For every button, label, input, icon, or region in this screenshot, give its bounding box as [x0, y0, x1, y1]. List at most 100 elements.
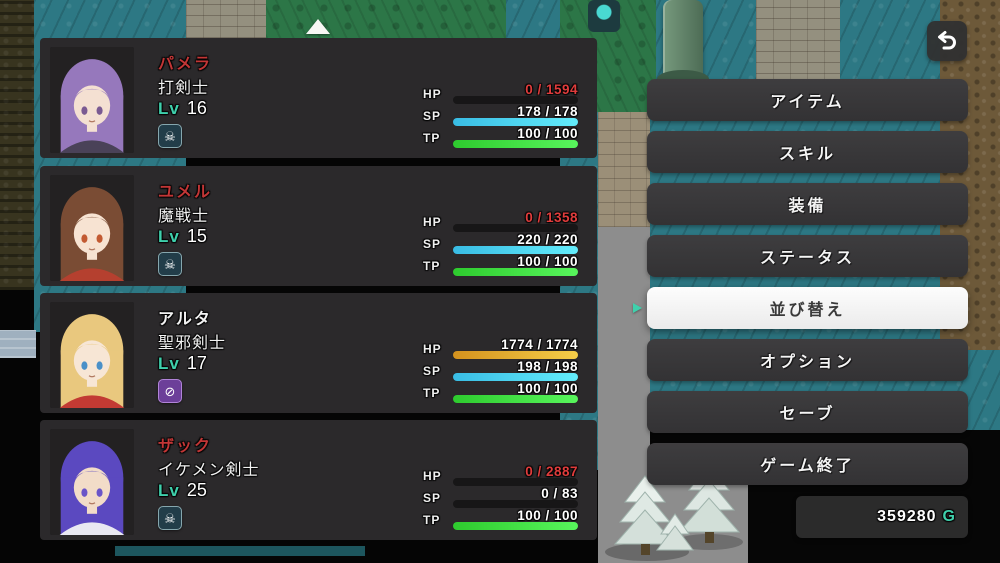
sp-gauge-fill [453, 246, 578, 254]
tp-label: TP [423, 259, 441, 273]
level-value: 15 [186, 226, 207, 246]
map-brick-top [186, 0, 266, 38]
hp-label: HP [423, 469, 442, 483]
hp-gauge [453, 351, 578, 359]
tp-value: 100 / 100 [517, 126, 578, 141]
sp-gauge [453, 500, 578, 508]
sp-value: 198 / 198 [517, 359, 578, 374]
gold-unit: G [942, 508, 955, 525]
hp-value: 0 / 1594 [525, 82, 578, 97]
level-label: Lv [158, 227, 180, 246]
status-effect-icon: ☠ [158, 506, 182, 530]
tp-gauge [453, 522, 578, 530]
character-portrait [50, 175, 134, 281]
sp-gauge [453, 246, 578, 254]
party-member-card[interactable]: ユメル 魔戦士 Lv 15 ☠ HP 0 / 1358 SP 220 / 220 … [40, 166, 597, 286]
hp-value: 0 / 1358 [525, 210, 578, 225]
tp-value: 100 / 100 [517, 254, 578, 269]
tp-value: 100 / 100 [517, 508, 578, 523]
menu-item-label: オプション [759, 354, 855, 371]
hp-gauge-fill [453, 351, 578, 359]
character-class: 打剣士 [158, 80, 210, 97]
return-arrow-icon [938, 31, 956, 50]
tp-gauge [453, 395, 578, 403]
tp-gauge [453, 268, 578, 276]
menu-item-skills[interactable]: スキル [647, 131, 968, 173]
hp-gauge [453, 478, 578, 486]
sp-label: SP [423, 491, 442, 505]
map-marker-icon [306, 19, 330, 34]
level-value: 17 [186, 353, 207, 373]
party-member-card[interactable]: アルタ 聖邪剣士 Lv 17 ⊘ HP 1774 / 1774 SP 198 / … [40, 293, 597, 413]
map-fountain [588, 0, 620, 32]
back-button[interactable] [927, 21, 967, 61]
character-portrait [50, 47, 134, 153]
character-name: ザック [158, 438, 213, 455]
menu-item-label: 並び替え [769, 302, 846, 319]
menu-item-sort[interactable]: 並び替え [633, 287, 968, 329]
map-path [598, 112, 650, 227]
hp-gauge [453, 96, 578, 104]
sp-label: SP [423, 237, 442, 251]
character-class: イケメン剣士 [158, 462, 260, 479]
tp-gauge-fill [453, 395, 578, 403]
selection-cursor-icon [633, 303, 647, 313]
status-effect-icon: ⊘ [158, 379, 182, 403]
status-icon-glyph: ☠ [164, 128, 176, 144]
menu-item-status[interactable]: ステータス [647, 235, 968, 277]
status-icon-glyph: ☠ [164, 256, 176, 272]
menu-item-quit[interactable]: ゲーム終了 [647, 443, 968, 485]
level-value: 25 [186, 480, 207, 500]
tp-label: TP [423, 513, 441, 527]
sp-value: 0 / 83 [541, 486, 578, 501]
gold-amount: 359280 [877, 508, 937, 525]
status-effect-icon: ☠ [158, 124, 182, 148]
tp-value: 100 / 100 [517, 381, 578, 396]
party-member-card[interactable]: ザック イケメン剣士 Lv 25 ☠ HP 0 / 2887 SP 0 / 83 … [40, 420, 597, 540]
sp-label: SP [423, 109, 442, 123]
hp-gauge [453, 224, 578, 232]
menu-item-items[interactable]: アイテム [647, 79, 968, 121]
map-snow-tile [0, 330, 36, 358]
tp-label: TP [423, 131, 441, 145]
character-name: アルタ [158, 311, 212, 328]
map-statue [663, 0, 703, 78]
menu-item-label: ゲーム終了 [760, 458, 855, 475]
hp-label: HP [423, 342, 442, 356]
map-water-top [506, 0, 562, 38]
menu-item-label: アイテム [770, 94, 845, 111]
character-portrait [50, 302, 134, 408]
status-effect-icon: ☠ [158, 252, 182, 276]
status-icon-glyph: ⊘ [164, 383, 176, 399]
map-cliff [0, 0, 34, 290]
level-label: Lv [158, 354, 180, 373]
tp-gauge-fill [453, 522, 578, 530]
map-green-top [266, 0, 506, 38]
menu-item-equip[interactable]: 装備 [647, 183, 968, 225]
status-icon-glyph: ☠ [164, 510, 176, 526]
sp-gauge-fill [453, 373, 578, 381]
menu-item-label: 装備 [788, 198, 827, 215]
menu-item-save[interactable]: セーブ [647, 391, 968, 433]
sp-label: SP [423, 364, 442, 378]
menu-item-label: ステータス [759, 250, 855, 267]
tp-gauge [453, 140, 578, 148]
level-value: 16 [186, 98, 207, 118]
hp-value: 0 / 2887 [525, 464, 578, 479]
sp-gauge-fill [453, 118, 578, 126]
sp-gauge [453, 118, 578, 126]
hp-value: 1774 / 1774 [501, 337, 578, 352]
map-teal-strip [115, 546, 365, 556]
command-menu: アイテム スキル 装備 ステータス 並び替え オプション セーブ ゲーム終了 [633, 79, 968, 495]
character-class: 魔戦士 [158, 208, 210, 225]
level-label: Lv [158, 99, 180, 118]
sp-gauge [453, 373, 578, 381]
character-name: パメラ [158, 56, 213, 73]
gold-display: 359280 G [796, 496, 968, 538]
party-member-card[interactable]: パメラ 打剣士 Lv 16 ☠ HP 0 / 1594 SP 178 / 178 … [40, 38, 597, 158]
level-label: Lv [158, 481, 180, 500]
menu-item-options[interactable]: オプション [647, 339, 968, 381]
menu-item-label: スキル [778, 146, 836, 163]
sp-value: 178 / 178 [517, 104, 578, 119]
